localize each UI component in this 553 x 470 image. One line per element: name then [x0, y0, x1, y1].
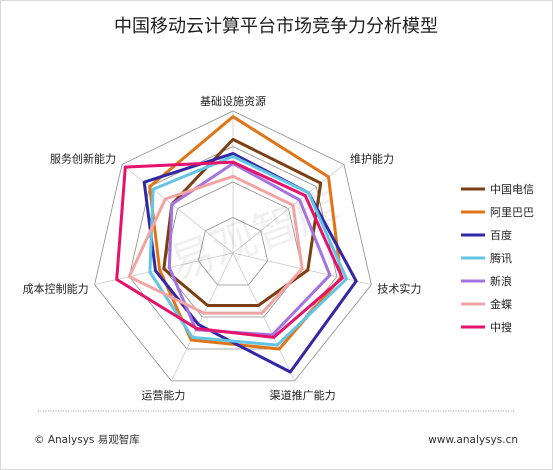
axis-label: 成本控制能力	[23, 282, 89, 296]
grid-spoke	[232, 164, 345, 254]
grid-ring	[94, 110, 372, 382]
footer-source: © Analysys 易观智库	[34, 433, 140, 446]
legend-label: 新浪	[490, 274, 512, 288]
grid-ring	[163, 181, 303, 318]
series-line	[127, 174, 304, 315]
axis-label: 服务创新能力	[50, 152, 116, 166]
legend-label: 中搜	[490, 320, 512, 334]
legend-label: 阿里巴巴	[490, 206, 534, 219]
chart-title: 中国移动云计算平台市场竞争力分析模型	[114, 16, 438, 37]
footer-website: www.analysys.cn	[428, 434, 518, 446]
legend-label: 中国电信	[490, 183, 534, 196]
axis-label: 渠道推广能力	[270, 388, 336, 402]
grid-spoke	[232, 252, 295, 382]
axis-label: 技术实力	[377, 282, 421, 296]
radar-series	[115, 115, 358, 374]
legend-label: 百度	[490, 228, 512, 242]
series-line	[115, 160, 344, 339]
legend-label: 金蝶	[490, 297, 512, 311]
axis-label: 基础设施资源	[200, 94, 266, 108]
grid-spoke	[171, 252, 234, 382]
axis-label: 运营能力	[141, 388, 185, 402]
series-line	[148, 154, 348, 347]
legend-label: 腾讯	[490, 251, 512, 265]
axis-label: 维护能力	[350, 152, 394, 166]
grid-ring	[197, 217, 269, 286]
grid-spoke	[121, 164, 234, 254]
